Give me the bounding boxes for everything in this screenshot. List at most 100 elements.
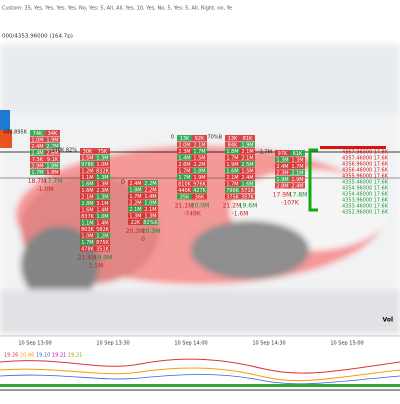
cell — [192, 148, 207, 154]
cell-value: 13K — [180, 136, 190, 142]
ladder-size: 17.8K — [374, 150, 389, 156]
cell — [80, 200, 95, 206]
cell-value: 2.4M — [129, 181, 141, 187]
cell — [240, 174, 255, 180]
cell — [95, 148, 110, 154]
cell-value: 1.5M — [81, 155, 93, 161]
cell — [80, 226, 95, 232]
buy-total: 21.4M — [78, 255, 97, 262]
cell — [240, 180, 255, 187]
cell — [275, 176, 290, 182]
cell — [177, 193, 192, 200]
cell-value: 2.8M — [81, 201, 93, 207]
cell — [95, 174, 110, 180]
ladder-size: 17.6K — [374, 180, 389, 186]
cell — [275, 169, 290, 176]
cell-value: 2.1M — [226, 175, 238, 181]
cell-value: 571K — [241, 188, 255, 194]
cell-value: 1.7M — [193, 149, 205, 155]
cell-value: 1.4M — [144, 194, 156, 200]
cell — [225, 148, 240, 154]
cell — [95, 193, 110, 200]
cell — [80, 167, 95, 174]
cell-value: 2.2M — [46, 144, 58, 150]
cell-value: 2.3M — [178, 149, 190, 155]
cell — [275, 156, 290, 163]
cell-value: 1.0M — [81, 233, 93, 239]
cell-value: 1.8M — [129, 187, 141, 193]
cell — [143, 186, 158, 193]
cell-value: 2.5M — [241, 162, 253, 168]
cell — [128, 199, 143, 206]
cell-value: 1.6M — [81, 181, 93, 187]
cell — [192, 193, 207, 200]
cell — [30, 136, 45, 143]
cell — [240, 148, 255, 154]
delta: -1.0M — [37, 186, 54, 193]
cell-value: 1.7M — [226, 181, 238, 187]
cell-value: 1.7M — [291, 164, 303, 170]
cell — [177, 154, 192, 161]
cell — [290, 176, 305, 182]
cell — [30, 169, 45, 175]
sell-total: 17.8M — [289, 192, 308, 199]
time-label: 10 Sep 13:00 — [18, 341, 51, 347]
cell — [290, 156, 305, 163]
cell-value: 875K — [96, 240, 110, 246]
cell — [95, 200, 110, 206]
cell — [240, 167, 255, 174]
cell — [240, 187, 255, 193]
settings-text: Custom: 35, Yes, Yes, Yes, Yes, No, Yes:… — [2, 6, 232, 12]
cell-value: 1.7M — [178, 168, 190, 174]
delta: -749K — [183, 211, 202, 218]
cell — [143, 206, 158, 212]
indicator-value: 19.21 — [52, 353, 66, 359]
cell — [80, 232, 95, 239]
cell-value: 351K — [96, 246, 110, 252]
cell-value: 796K — [226, 188, 240, 194]
cell — [192, 187, 207, 193]
cluster-note: 486.895K — [3, 130, 28, 136]
ladder-size: 17.6K — [374, 174, 389, 180]
cell-value: 2.8M — [276, 183, 288, 189]
cell-value: 1.7M — [81, 240, 93, 246]
cell-value: 478K — [81, 246, 95, 252]
cell — [128, 180, 143, 186]
cell — [192, 161, 207, 167]
cell — [177, 135, 192, 141]
cell-value: 427K — [193, 188, 207, 194]
cell-value: 1.0M — [31, 137, 43, 143]
cell — [45, 130, 60, 136]
cell — [177, 174, 192, 180]
range-text: 000/4353.96000 (164.7p) — [2, 34, 73, 40]
cell-value: 2.4M — [31, 144, 43, 150]
cell — [30, 156, 45, 162]
cell — [225, 180, 240, 187]
cell-value: 2.1M — [129, 207, 141, 213]
cell — [128, 219, 143, 225]
cell — [143, 219, 158, 225]
ladder-size: 17.6K — [374, 156, 389, 162]
cell-value: 3.9M — [31, 163, 43, 169]
cell-value: 22K — [131, 220, 141, 226]
sell-total: 17.7M — [44, 178, 63, 185]
cell-value: 92K — [195, 136, 205, 142]
cell-value: 84K — [228, 142, 238, 148]
cell-value: 1.2M — [81, 168, 93, 174]
cell — [95, 213, 110, 219]
cell — [177, 141, 192, 148]
cell-value: 2.2M — [193, 162, 205, 168]
buy-total: 17.9M — [273, 192, 292, 199]
cell-value: 1.8M — [193, 168, 205, 174]
ladder-price: 4357.96000 — [342, 150, 372, 156]
ladder-price: 4356.96000 — [342, 162, 372, 168]
buy-total: 21.1M — [175, 203, 194, 210]
cell-value: 357K — [241, 194, 255, 200]
cell-value: 2.1M — [241, 155, 253, 161]
vol-label: Vol — [383, 317, 394, 324]
cell — [240, 161, 255, 167]
cell — [290, 150, 305, 156]
cell-value: 978K — [81, 162, 95, 168]
cell-value: 7.5K — [32, 157, 44, 163]
